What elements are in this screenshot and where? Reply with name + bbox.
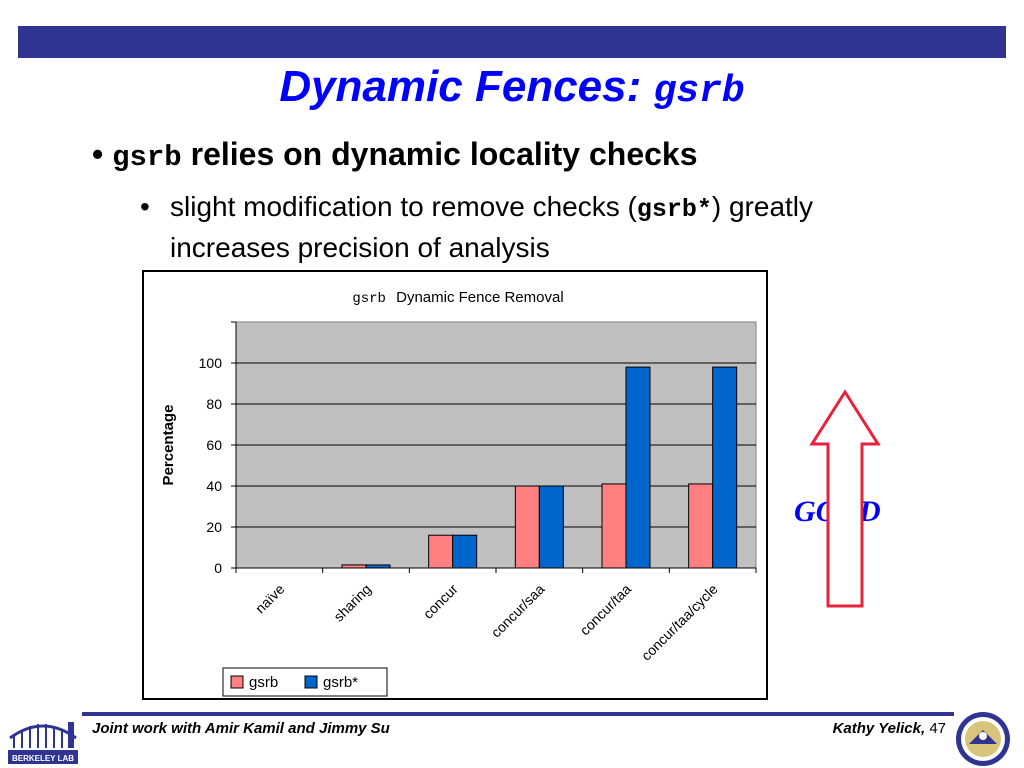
- y-tick-label: 80: [206, 396, 222, 412]
- bullet-sub: • slight modification to remove checks (…: [140, 188, 890, 267]
- bar: [341, 564, 367, 569]
- university-seal-logo: [956, 712, 1010, 766]
- bullet-sub-code: gsrb*: [636, 195, 712, 224]
- x-tick-label: sharing: [330, 581, 374, 625]
- footer-page-info: Kathy Yelick, 47: [833, 720, 946, 737]
- legend-label: gsrb: [249, 674, 278, 691]
- bar: [428, 534, 454, 569]
- bar: [365, 564, 391, 569]
- bullet-sub-post: ) greatly increases precision of analysi…: [170, 191, 814, 263]
- legend-swatch: [304, 675, 318, 689]
- y-tick-label: 40: [206, 478, 222, 494]
- y-tick-label: 60: [206, 437, 222, 453]
- bullet-dot: •: [92, 136, 113, 172]
- footer-credit: Joint work with Amir Kamil and Jimmy Su: [92, 720, 390, 737]
- bar: [514, 485, 540, 569]
- slide-title: Dynamic Fences: gsrb: [0, 62, 1024, 113]
- footer-line: [82, 712, 954, 716]
- y-tick-label: 20: [206, 519, 222, 535]
- bullet-main: • gsrb relies on dynamic locality checks: [92, 136, 698, 174]
- x-tick-label: naïve: [252, 581, 288, 617]
- chart-title-code: gsrb: [352, 291, 386, 307]
- logo-left-text: BERKELEY LAB: [12, 754, 74, 763]
- bar: [538, 485, 564, 569]
- legend-label: gsrb*: [323, 674, 358, 691]
- bullet-sub-pre: slight modification to remove checks (: [170, 191, 637, 222]
- y-tick-label: 0: [214, 560, 222, 576]
- sub-bullet-dot: •: [140, 191, 150, 222]
- header-bar: [18, 26, 1006, 58]
- legend-swatch: [230, 675, 244, 689]
- bar: [688, 483, 714, 569]
- bullet-main-code: gsrb: [112, 141, 182, 174]
- y-tick-label: 100: [199, 355, 223, 371]
- y-axis-label: Percentage: [160, 405, 177, 486]
- bullet-main-text: relies on dynamic locality checks: [181, 136, 698, 172]
- bar: [452, 534, 478, 569]
- chart-title-text: Dynamic Fence Removal: [396, 289, 564, 306]
- x-tick-label: concur: [420, 581, 461, 622]
- slide-title-text: Dynamic Fences:: [279, 62, 654, 111]
- bar: [625, 366, 651, 569]
- page-number: 47: [929, 720, 946, 737]
- slide-title-code: gsrb: [653, 70, 745, 113]
- chart-title: gsrb Dynamic Fence Removal: [352, 289, 563, 307]
- bar: [601, 483, 627, 569]
- plot-area: 0 20 40 60 80 100 naïve sharing concur concur/saa…: [199, 321, 757, 697]
- x-tick-label: concur/taa: [577, 581, 635, 639]
- x-tick-label: concur/saa: [488, 581, 548, 641]
- x-tick-label: concur/taa/cycle: [638, 581, 721, 664]
- good-label: GOOD: [794, 495, 881, 528]
- footer-author: Kathy Yelick,: [832, 720, 926, 737]
- berkeley-lab-logo: BERKELEY LAB: [8, 722, 78, 764]
- bar: [712, 366, 738, 569]
